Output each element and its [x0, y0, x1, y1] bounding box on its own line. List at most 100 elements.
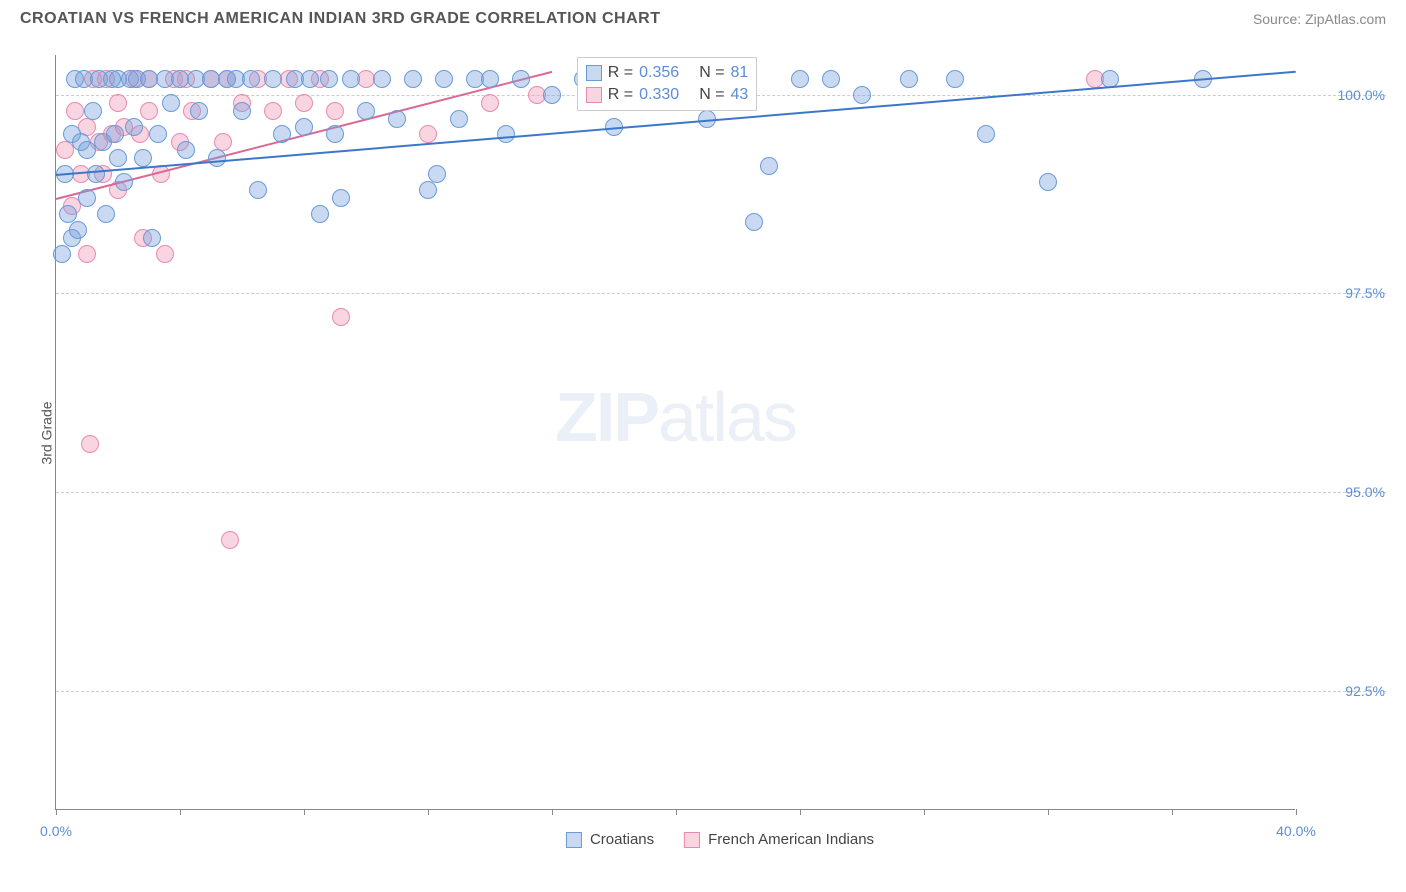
data-point [106, 125, 124, 143]
y-tick-label: 100.0% [1305, 87, 1385, 103]
data-point [320, 70, 338, 88]
plot-region: ZIPatlas 92.5%95.0%97.5%100.0%0.0%40.0%R… [55, 55, 1295, 810]
source-label: Source: ZipAtlas.com [1253, 11, 1386, 27]
data-point [78, 189, 96, 207]
data-point [177, 141, 195, 159]
data-point [264, 102, 282, 120]
data-point [497, 125, 515, 143]
data-point [311, 205, 329, 223]
data-point [745, 213, 763, 231]
stats-row: R = 0.356 N = 81 [586, 62, 749, 84]
data-point [190, 102, 208, 120]
data-point [97, 205, 115, 223]
chart-title: CROATIAN VS FRENCH AMERICAN INDIAN 3RD G… [20, 10, 660, 28]
stat-n-label: N = [699, 86, 724, 104]
data-point [332, 308, 350, 326]
data-point [115, 173, 133, 191]
data-point [326, 102, 344, 120]
legend-label: French American Indians [708, 831, 874, 848]
data-point [326, 125, 344, 143]
stat-r-value: 0.330 [639, 86, 679, 104]
legend-swatch [586, 65, 602, 81]
x-tick-mark [800, 809, 801, 815]
chart-header: CROATIAN VS FRENCH AMERICAN INDIAN 3RD G… [0, 0, 1406, 33]
data-point [69, 221, 87, 239]
data-point [419, 125, 437, 143]
x-tick-mark [1296, 809, 1297, 815]
x-tick-mark [56, 809, 57, 815]
legend-item: French American Indians [684, 831, 874, 848]
data-point [221, 531, 239, 549]
data-point [822, 70, 840, 88]
data-point [332, 189, 350, 207]
x-tick-mark [1172, 809, 1173, 815]
data-point [388, 110, 406, 128]
gridline [56, 691, 1386, 692]
gridline [56, 492, 1386, 493]
data-point [156, 245, 174, 263]
data-point [264, 70, 282, 88]
x-tick-mark [428, 809, 429, 815]
legend: Croatians French American Indians [566, 831, 874, 848]
x-tick-mark [304, 809, 305, 815]
data-point [428, 165, 446, 183]
stat-n-value: 43 [731, 86, 749, 104]
data-point [435, 70, 453, 88]
data-point [450, 110, 468, 128]
y-tick-label: 95.0% [1305, 484, 1385, 500]
data-point [357, 102, 375, 120]
data-point [109, 94, 127, 112]
data-point [791, 70, 809, 88]
data-point [242, 70, 260, 88]
data-point [900, 70, 918, 88]
data-point [419, 181, 437, 199]
x-tick-mark [924, 809, 925, 815]
data-point [512, 70, 530, 88]
data-point [140, 102, 158, 120]
legend-swatch [566, 832, 582, 848]
stats-box: R = 0.356 N = 81 R = 0.330 N = 43 [577, 57, 758, 111]
data-point [87, 165, 105, 183]
y-tick-label: 92.5% [1305, 683, 1385, 699]
stat-r-label: R = [608, 86, 633, 104]
data-point [134, 149, 152, 167]
y-tick-label: 97.5% [1305, 285, 1385, 301]
data-point [977, 125, 995, 143]
x-tick-mark [180, 809, 181, 815]
data-point [373, 70, 391, 88]
legend-swatch [586, 87, 602, 103]
stats-row: R = 0.330 N = 43 [586, 84, 749, 106]
stat-n-label: N = [699, 64, 724, 82]
x-tick-label: 40.0% [1276, 823, 1316, 839]
y-axis-label: 3rd Grade [39, 401, 55, 464]
stat-r-label: R = [608, 64, 633, 82]
data-point [162, 94, 180, 112]
data-point [78, 245, 96, 263]
data-point [53, 245, 71, 263]
data-point [109, 149, 127, 167]
stat-r-value: 0.356 [639, 64, 679, 82]
watermark: ZIPatlas [555, 377, 796, 457]
data-point [295, 94, 313, 112]
data-point [404, 70, 422, 88]
data-point [208, 149, 226, 167]
x-tick-mark [552, 809, 553, 815]
data-point [481, 70, 499, 88]
stat-n-value: 81 [731, 64, 749, 82]
x-tick-mark [676, 809, 677, 815]
gridline [56, 293, 1386, 294]
data-point [81, 435, 99, 453]
data-point [301, 70, 319, 88]
data-point [125, 118, 143, 136]
data-point [273, 125, 291, 143]
data-point [342, 70, 360, 88]
data-point [249, 181, 267, 199]
x-tick-mark [1048, 809, 1049, 815]
data-point [1039, 173, 1057, 191]
data-point [853, 86, 871, 104]
legend-label: Croatians [590, 831, 654, 848]
data-point [149, 125, 167, 143]
data-point [481, 94, 499, 112]
data-point [543, 86, 561, 104]
x-tick-label: 0.0% [40, 823, 72, 839]
